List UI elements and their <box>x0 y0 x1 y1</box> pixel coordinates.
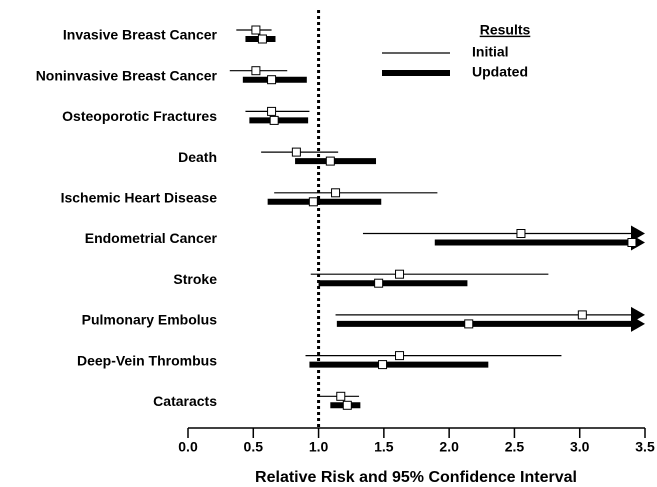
point-estimate <box>325 156 335 166</box>
point-estimate <box>257 34 267 44</box>
category-label: Endometrial Cancer <box>85 230 218 246</box>
category-label: Death <box>178 149 217 165</box>
ci-arrow <box>631 315 645 332</box>
x-tick-label: 1.0 <box>309 439 329 455</box>
x-tick-label: 2.5 <box>505 439 525 455</box>
x-tick-label: 2.0 <box>439 439 459 455</box>
category-label: Stroke <box>173 271 217 287</box>
x-tick-label: 1.5 <box>374 439 394 455</box>
point-estimate <box>374 278 384 288</box>
point-estimate <box>336 391 346 401</box>
x-axis-label: Relative Risk and 95% Confidence Interva… <box>255 469 577 486</box>
legend-title: Results <box>480 22 531 38</box>
point-estimate <box>342 400 352 410</box>
point-estimate <box>378 360 388 370</box>
point-estimate <box>308 197 318 207</box>
category-label: Cataracts <box>153 393 217 409</box>
category-label: Pulmonary Embolus <box>82 312 218 328</box>
category-label: Osteoporotic Fractures <box>62 108 217 124</box>
x-tick-label: 0.5 <box>244 439 264 455</box>
legend-label: Initial <box>472 44 509 60</box>
category-label: Ischemic Heart Disease <box>61 190 218 206</box>
category-label: Deep-Vein Thrombus <box>77 352 217 368</box>
point-estimate <box>516 229 526 238</box>
x-tick-label: 3.5 <box>635 439 655 455</box>
point-estimate <box>267 75 277 85</box>
point-estimate <box>291 147 301 157</box>
point-estimate <box>464 319 474 329</box>
point-estimate <box>269 115 279 125</box>
point-estimate <box>627 238 637 247</box>
point-estimate <box>331 188 341 198</box>
point-estimate <box>267 106 277 116</box>
legend-label: Updated <box>472 64 528 80</box>
category-label: Noninvasive Breast Cancer <box>36 67 218 83</box>
point-estimate <box>251 66 261 76</box>
x-tick-label: 0.0 <box>178 439 198 455</box>
category-label: Invasive Breast Cancer <box>63 27 218 43</box>
point-estimate <box>577 310 587 320</box>
point-estimate <box>251 25 261 35</box>
x-tick-label: 3.0 <box>570 439 590 455</box>
point-estimate <box>395 351 405 361</box>
point-estimate <box>395 269 405 279</box>
